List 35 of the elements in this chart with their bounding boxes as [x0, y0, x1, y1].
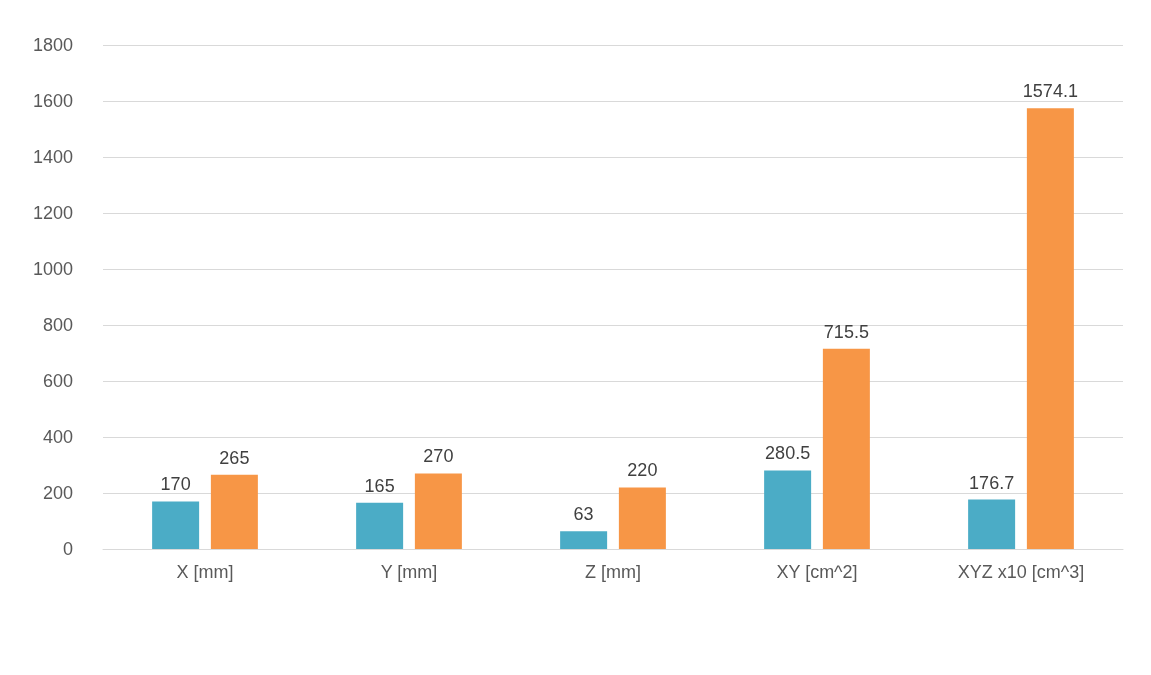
bar: [560, 531, 608, 549]
data-label: 220: [627, 460, 658, 481]
data-label: 176.7: [969, 472, 1015, 493]
y-tick-label: 1800: [32, 35, 73, 55]
y-tick-label: 1000: [32, 259, 73, 279]
data-label: 265: [219, 447, 250, 468]
y-tick-label: 200: [42, 483, 73, 503]
y-tick-label: 600: [42, 371, 73, 391]
y-tick-label: 0: [62, 539, 73, 559]
data-label: 170: [160, 474, 191, 495]
bar: [618, 487, 666, 549]
y-tick-label: 400: [42, 427, 73, 447]
y-tick-label: 1200: [32, 203, 73, 223]
bar: [764, 470, 812, 549]
bar: [968, 499, 1016, 549]
data-label: 715.5: [823, 321, 869, 342]
bar: [822, 348, 870, 549]
y-tick-label: 1600: [32, 91, 73, 111]
x-tick-label: X [mm]: [176, 562, 234, 582]
x-tick-label: XYZ x10 [cm^3]: [957, 562, 1085, 582]
bar: [414, 473, 462, 549]
bar: [152, 501, 200, 549]
x-tick-label: Z [mm]: [585, 562, 641, 582]
data-label: 270: [423, 446, 454, 467]
data-label: 63: [573, 504, 594, 525]
bar: [210, 474, 258, 549]
data-label: 280.5: [765, 443, 811, 464]
bar: [356, 502, 404, 549]
y-tick-label: 800: [42, 315, 73, 335]
bar: [1026, 108, 1074, 549]
data-label: 1574.1: [1022, 81, 1078, 102]
x-tick-label: XY [cm^2]: [776, 562, 858, 582]
y-tick-label: 1400: [32, 147, 73, 167]
x-tick-label: Y [mm]: [380, 562, 438, 582]
data-label: 165: [364, 475, 395, 496]
